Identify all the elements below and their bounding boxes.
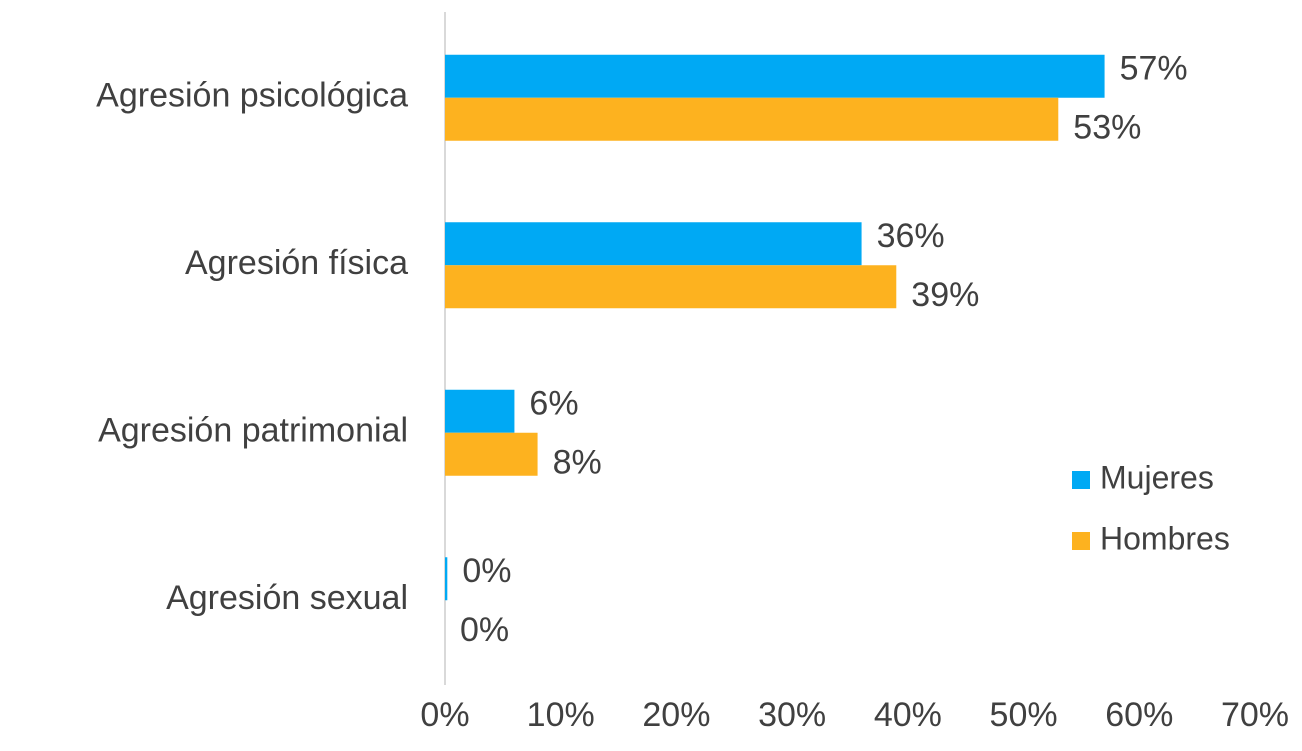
- x-tick-label: 70%: [1221, 696, 1289, 734]
- x-tick-label: 60%: [1105, 696, 1173, 734]
- bar: [445, 557, 448, 601]
- x-tick-label: 10%: [527, 696, 595, 734]
- value-label: 53%: [1073, 109, 1141, 147]
- x-tick-label: 0%: [420, 696, 469, 734]
- legend-swatch: [1072, 471, 1090, 489]
- legend-label: Mujeres: [1100, 459, 1214, 495]
- bar: [445, 54, 1105, 98]
- bar: [445, 97, 1059, 141]
- x-tick-label: 40%: [874, 696, 942, 734]
- value-label: 6%: [529, 385, 578, 423]
- y-tick-label: Agresión psicológica: [96, 77, 408, 115]
- y-tick-label: Agresión sexual: [166, 579, 408, 617]
- y-tick-label: Agresión física: [185, 244, 408, 282]
- legend-label: Hombres: [1100, 520, 1230, 556]
- x-tick-label: 50%: [990, 696, 1058, 734]
- x-tick-label: 20%: [642, 696, 710, 734]
- value-label: 57%: [1120, 50, 1188, 88]
- legend-swatch: [1072, 532, 1090, 550]
- value-label: 39%: [911, 276, 979, 314]
- value-label: 8%: [553, 444, 602, 482]
- bar: [445, 265, 897, 309]
- bar: [445, 389, 515, 433]
- value-label: 0%: [460, 611, 509, 649]
- y-tick-label: Agresión patrimonial: [98, 412, 408, 450]
- x-tick-label: 30%: [758, 696, 826, 734]
- value-label: 36%: [877, 217, 945, 255]
- bar: [445, 432, 538, 476]
- bar: [445, 222, 862, 266]
- value-label: 0%: [462, 552, 511, 590]
